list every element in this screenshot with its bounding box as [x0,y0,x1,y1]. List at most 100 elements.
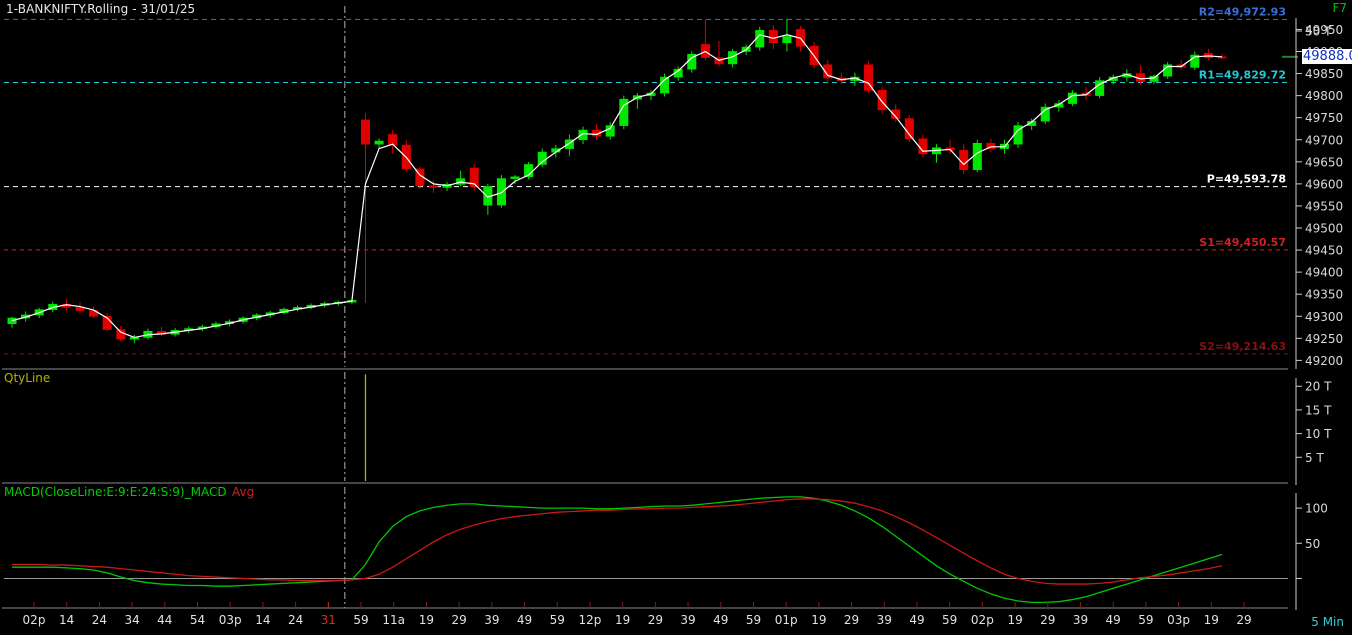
x-axis-label: 19 [1007,613,1022,627]
last-price-tag: 49888.00 [1302,49,1352,65]
price-axis-label: 49550 [1305,199,1343,213]
candle-body [428,185,438,188]
x-axis-label: 29 [844,613,859,627]
candle-body [1149,75,1159,82]
x-axis-label: 19 [419,613,434,627]
candle-body [660,76,670,94]
candle-body [360,119,370,145]
macd-axis-label: 100 [1305,502,1328,516]
price-axis-label: 49350 [1305,288,1343,302]
price-axis-label: 49750 [1305,111,1343,125]
macd-axis-label: 50 [1305,537,1320,551]
price-axis-label: 49700 [1305,133,1343,147]
candle-body [7,317,17,325]
qty-pane-label: QtyLine [4,371,51,385]
candle-series [7,18,1227,344]
x-axis-label: 39 [877,613,892,627]
timeframe-label: 5 Min [1311,615,1344,629]
candle-body [904,118,914,140]
candle-body [986,142,996,149]
chart-title: 1-BANKNIFTY.Rolling - 31/01/25 [6,2,196,16]
x-axis-label: 11a [382,613,405,627]
candle-body [510,176,520,179]
candle-body [388,134,398,146]
candle-body [1190,54,1200,68]
x-axis-label: 29 [1236,613,1251,627]
candle-body [456,178,466,185]
candle-body [578,129,588,141]
candle-body [1108,76,1118,81]
candle-body [782,36,792,43]
price-axis-label: 49400 [1305,266,1343,280]
price-axis-label: 49300 [1305,310,1343,324]
candle-body [972,142,982,171]
macd-avg-label: Avg [232,485,255,499]
candle-body [877,90,887,111]
x-axis-label: 14 [255,613,270,627]
price-axis-label: 49200 [1305,354,1343,368]
x-axis-label: 02p [23,613,46,627]
price-axis-label: 49600 [1305,177,1343,191]
pivot-label-s2: S2=49,214.63 [1199,340,1286,353]
x-axis-label: 29 [451,613,466,627]
x-axis-label: 01p [775,613,798,627]
qty-axis-label: 15 T [1305,403,1332,417]
candle-body [891,109,901,119]
qty-axis-label: 10 T [1305,427,1332,441]
candle-body [823,64,833,79]
x-axis-label: 14 [59,613,74,627]
x-axis-label: 29 [1040,613,1055,627]
x-axis-label: 49 [713,613,728,627]
candle-body [864,64,874,91]
x-axis-label: 49 [909,613,924,627]
x-axis-label: 19 [811,613,826,627]
x-axis-label: 19 [615,613,630,627]
macd-line-macd [12,496,1223,604]
close-line-overlay [11,34,1223,339]
pivot-label-r2: R2=49,972.93 [1199,5,1286,18]
price-axis-label: 49950 [1305,23,1343,37]
price-axis-label: 49500 [1305,222,1343,236]
price-axis-label: 49800 [1305,89,1343,103]
candle-body [1027,120,1037,126]
x-axis-label: 39 [1073,613,1088,627]
x-axis-label: 54 [190,613,205,627]
x-axis-label: 12p [579,613,602,627]
macd-line-avg [12,498,1223,585]
candle-body [1067,92,1077,104]
candle-body [564,139,574,149]
x-axis-label: 59 [353,613,368,627]
x-axis-label: 49 [517,613,532,627]
candle-body [469,167,479,187]
x-axis-label: 34 [124,613,139,627]
candle-body [768,30,778,43]
qty-axis-label: 5 T [1305,451,1324,465]
x-axis-label: 59 [746,613,761,627]
x-axis-label: 24 [288,613,303,627]
candle-body [75,307,85,311]
price-axis-label: 49250 [1305,332,1343,346]
x-axis-label: 24 [92,613,107,627]
pivot-label-s1: S1=49,450.57 [1199,236,1286,249]
price-axis-label: 49850 [1305,67,1343,81]
x-axis-label: 02p [971,613,994,627]
candle-body [605,125,615,137]
x-axis-label: 03p [1167,613,1190,627]
x-axis-label: 44 [157,613,172,627]
x-axis-label: 59 [550,613,565,627]
price-axis-label: 49650 [1305,155,1343,169]
qty-axis-label: 20 T [1305,380,1332,394]
pivot-label-r1: R1=49,829.72 [1199,69,1286,82]
candle-body [496,178,506,206]
f7-indicator-label: F7 [1332,1,1347,15]
x-axis: 02p 14 24 34 44 54 03p 14 24 31 59 11a 19 29 39 49 59 12p… [23,602,1252,627]
candle-body [374,140,384,145]
x-axis-label: 49 [1106,613,1121,627]
qty-top-tick-label: 50 T [1305,25,1332,39]
candle-body [21,314,31,319]
x-axis-label: 39 [680,613,695,627]
candle-body [1054,103,1064,108]
candle-body [959,150,969,171]
